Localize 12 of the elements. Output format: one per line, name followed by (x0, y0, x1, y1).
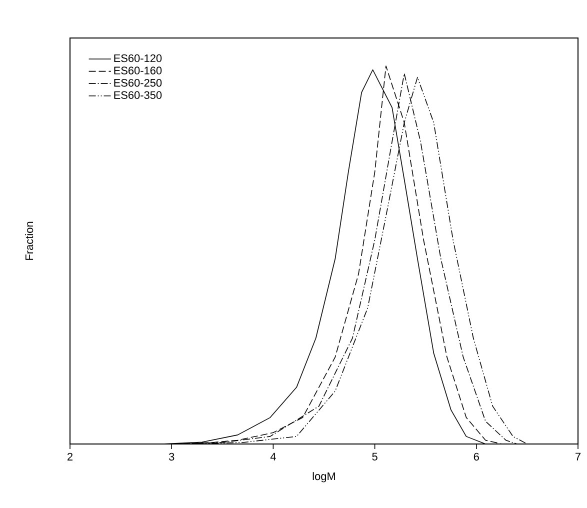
x-tick-label: 2 (68, 452, 72, 460)
x-tick-label: 6 (474, 452, 479, 461)
legend-label: ES60-160 (114, 66, 162, 74)
x-tick-label: 3 (168, 452, 174, 461)
x-tick-label: 5 (372, 452, 378, 460)
x-tick-label: 4 (270, 452, 276, 460)
legend-label: ES60-120 (114, 54, 162, 62)
y-axis-title: Fraction (25, 222, 34, 260)
x-axis-title: logM (312, 472, 335, 482)
legend-label: ES60-350 (114, 91, 162, 99)
legend-label: ES60-250 (114, 78, 162, 87)
x-tick-label: 7 (576, 452, 581, 460)
